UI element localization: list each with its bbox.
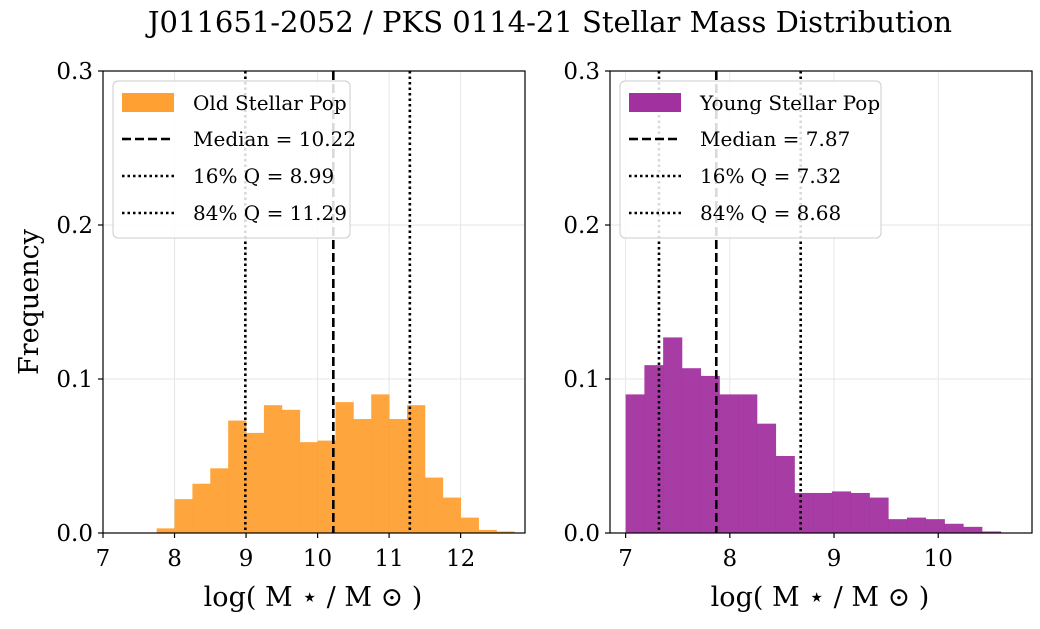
histogram-bar [738, 394, 758, 533]
histogram-bar [263, 405, 283, 533]
x-tick-label: 7 [618, 546, 633, 572]
x-tick-label: 9 [239, 546, 254, 572]
legend-box [619, 80, 882, 239]
histogram-bar [888, 519, 908, 533]
histogram-bar [719, 394, 739, 533]
legend-label: 16% Q = 8.99 [193, 164, 334, 188]
axes-frame [102, 70, 526, 534]
histogram-bar [246, 432, 265, 533]
y-tick-label: 0.0 [563, 521, 600, 547]
axes-frame [609, 70, 1033, 534]
x-tick-label: 8 [723, 546, 738, 572]
y-tick-label: 0.1 [56, 367, 93, 393]
histogram-bar [681, 368, 702, 533]
histogram-bar [192, 483, 211, 533]
histogram-bar [831, 491, 852, 533]
histogram-bar [424, 477, 444, 533]
histogram-bar [389, 419, 408, 533]
x-tick-label: 7 [96, 546, 111, 572]
y-tick-label: 0.3 [56, 59, 93, 85]
histogram-bar [813, 492, 833, 533]
histogram-bar [478, 529, 497, 533]
histogram-bar [906, 517, 927, 533]
old-stellar-pop-panel: 7 8 9 10 11 12 0.0 0.1 0.2 0.3 Old Stellar Pop Medi… [56, 59, 526, 572]
histogram-bar [317, 440, 336, 533]
young-stellar-pop-panel: 7 8 9 10 0.0 0.1 0.2 0.3 Young Stellar Pop Median… [563, 59, 1033, 572]
legend-swatch [122, 93, 174, 112]
y-tick-label: 0.3 [563, 59, 600, 85]
y-tick-label: 0.2 [563, 213, 600, 239]
histogram-bar [228, 420, 247, 533]
histogram-bar [353, 419, 372, 533]
legend-label: Median = 10.22 [193, 127, 356, 151]
histogram-bar [174, 499, 193, 533]
histogram-bar [850, 492, 870, 533]
histogram-bar [756, 423, 777, 533]
histogram-bar [981, 531, 1002, 533]
histogram-bar [775, 456, 795, 533]
histogram-bar [406, 405, 426, 533]
histogram-bar [335, 402, 354, 533]
legend-label: 16% Q = 7.32 [700, 164, 841, 188]
x-tick-label: 8 [167, 546, 182, 572]
histogram-bar [625, 394, 645, 533]
x-tick-label: 11 [374, 546, 403, 572]
histogram-bar [925, 519, 945, 533]
y-tick-label: 0.2 [56, 213, 93, 239]
legend-label: 84% Q = 8.68 [700, 201, 841, 225]
x-tick-label: 10 [303, 546, 332, 572]
legend-label: Old Stellar Pop [193, 91, 347, 115]
histogram-bar [442, 497, 462, 533]
histogram-bar [644, 365, 664, 533]
legend-label: 84% Q = 11.29 [193, 201, 347, 225]
y-axis-label: Frequency [14, 228, 45, 375]
x-axis-label-right: log( M ⋆ / M ⊙ ) [711, 582, 930, 613]
figure-title: J011651-2052 / PKS 0114-21 Stellar Mass … [145, 5, 952, 39]
x-tick-label: 10 [924, 546, 953, 572]
histogram-bar [663, 337, 683, 533]
histogram-bar [210, 468, 229, 533]
histogram-bar [944, 523, 964, 533]
y-tick-label: 0.0 [56, 521, 93, 547]
histogram-bar [281, 409, 301, 533]
legend-box [112, 80, 351, 239]
histogram-bar [869, 497, 889, 533]
x-tick-label: 12 [446, 546, 475, 572]
histogram-bar [963, 526, 983, 533]
legend-label: Median = 7.87 [700, 127, 850, 151]
histogram-bar [371, 394, 390, 533]
legend-swatch [629, 93, 681, 112]
y-tick-label: 0.1 [563, 367, 600, 393]
histogram-bar [299, 442, 318, 533]
histogram-bar [460, 517, 479, 533]
histogram-bar [794, 492, 814, 533]
histogram-bar [496, 531, 515, 533]
x-axis-label-left: log( M ⋆ / M ⊙ ) [204, 582, 423, 613]
legend-label: Young Stellar Pop [699, 91, 880, 115]
histogram-bar [156, 528, 175, 533]
x-tick-label: 9 [827, 546, 842, 572]
